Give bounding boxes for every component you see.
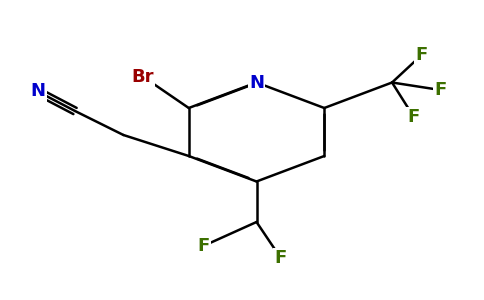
Text: N: N	[249, 74, 264, 92]
Text: Br: Br	[132, 68, 154, 85]
Text: F: F	[197, 237, 210, 255]
Text: F: F	[274, 249, 287, 267]
Text: F: F	[415, 46, 427, 64]
Text: F: F	[408, 108, 420, 126]
Text: F: F	[434, 81, 447, 99]
Text: N: N	[30, 82, 45, 100]
